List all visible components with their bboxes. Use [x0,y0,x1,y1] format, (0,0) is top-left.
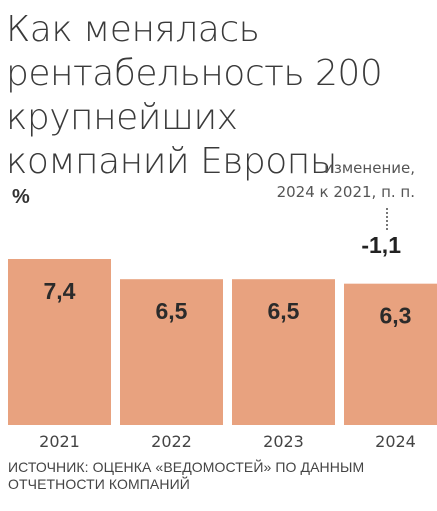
bar-2021 [8,259,111,425]
bar-2022 [120,279,223,425]
unit-label: % [12,186,30,208]
change-leader-line [386,208,388,230]
chart-title: Как менялась рентабельность 200 крупнейш… [6,9,383,182]
x-tick-2023: 2023 [263,432,304,451]
source-note: Источник: оценка «Ведомостей» по данным … [8,459,365,492]
value-label-2022: 6,5 [156,298,188,324]
change-note-line-2: 2024 к 2021, п. п. [276,183,415,201]
x-tick-2021: 2021 [39,432,80,451]
bar-2023 [232,279,335,425]
change-note: изменение, 2024 к 2021, п. п. [277,156,415,204]
change-value: -1,1 [361,232,401,258]
x-tick-2024: 2024 [375,432,416,451]
value-label-2024: 6,3 [380,303,412,329]
bar-2024 [344,283,437,425]
x-tick-2022: 2022 [151,432,192,451]
value-label-2023: 6,5 [268,298,300,324]
change-note-line-1: изменение, [324,159,415,177]
value-label-2021: 7,4 [44,278,76,304]
